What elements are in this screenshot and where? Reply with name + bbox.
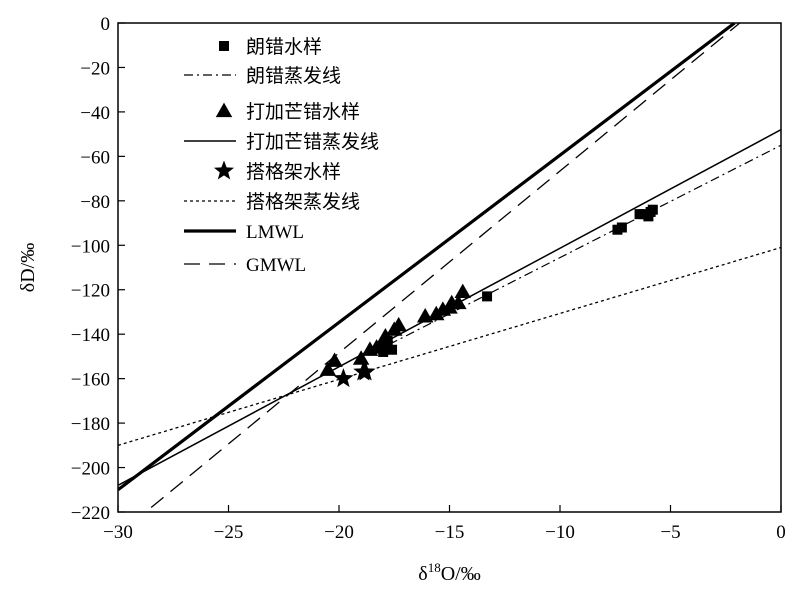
- legend-label: GMWL: [246, 255, 306, 276]
- legend-label: 搭格架水样: [246, 161, 341, 183]
- y-tick-label: −180: [71, 414, 110, 435]
- x-tick-label: −30: [103, 522, 133, 543]
- series-points-2: [319, 283, 472, 376]
- data-point: [390, 316, 407, 332]
- data-point: [326, 352, 343, 367]
- series-points-4: [333, 361, 376, 388]
- legend-item: 朗错蒸发线: [184, 65, 341, 87]
- data-point: [333, 368, 354, 388]
- legend-label: LMWL: [246, 222, 304, 243]
- legend-item: 打加芒错水样: [215, 101, 360, 123]
- y-axis: 0 −20 −40 −60 −80 −100 −120 −140 −160 −180 −200 −22…: [71, 14, 125, 524]
- data-point: [616, 222, 627, 233]
- plot-frame: [117, 22, 782, 513]
- series-line-7: [150, 23, 741, 509]
- y-tick-label: 0: [101, 14, 111, 35]
- x-axis-title: δ18O/‰: [418, 560, 480, 585]
- legend-item: 搭格架蒸发线: [184, 191, 360, 213]
- x-tick-label: −20: [324, 522, 354, 543]
- data-point: [352, 350, 370, 365]
- series-points-0: [378, 204, 658, 357]
- y-tick-label: −140: [71, 325, 110, 346]
- series-line-5: [118, 246, 781, 446]
- y-tick-label: −160: [71, 370, 110, 391]
- legend-marker-swatch: [213, 160, 235, 180]
- data-point: [355, 361, 376, 381]
- legend-marker-swatch: [219, 41, 229, 51]
- y-axis-title: δD/‰: [17, 243, 39, 292]
- legend-label: 朗错水样: [246, 36, 322, 58]
- y-tick-label: −60: [80, 147, 110, 168]
- legend-item: 打加芒错蒸发线: [184, 131, 379, 153]
- y-tick-label: −220: [71, 503, 110, 524]
- x-tick-label: −5: [660, 522, 680, 543]
- data-point: [454, 283, 472, 299]
- legend-label: 打加芒错水样: [246, 101, 360, 123]
- legend-item: 搭格架水样: [213, 160, 341, 183]
- y-tick-label: −20: [80, 58, 110, 79]
- data-point: [377, 328, 394, 343]
- legend-item: 朗错水样: [219, 36, 322, 58]
- legend-marker-swatch: [215, 102, 233, 118]
- y-tick-label: −100: [71, 236, 110, 257]
- x-tick-label: −25: [214, 522, 244, 543]
- series-points: [319, 204, 658, 388]
- y-tick-label: −80: [80, 192, 110, 213]
- data-point: [482, 291, 493, 302]
- data-point: [450, 294, 467, 310]
- data-point: [319, 361, 337, 376]
- data-point: [647, 204, 658, 215]
- y-tick-label: −120: [71, 281, 110, 302]
- x-tick-label: 0: [776, 522, 786, 543]
- x-tick-label: −15: [435, 522, 465, 543]
- x-axis: −30 −25 −20 −15 −10 −5 0: [103, 505, 786, 543]
- y-tick-label: −40: [80, 103, 110, 124]
- legend-item: LMWL: [184, 222, 304, 243]
- x-tick-label: −10: [545, 522, 575, 543]
- series-lines: [118, 23, 781, 509]
- data-point: [387, 344, 398, 355]
- legend-label: 搭格架蒸发线: [246, 191, 360, 213]
- y-tick-label: −200: [71, 459, 110, 480]
- legend-item: GMWL: [184, 255, 306, 276]
- legend-label: 朗错蒸发线: [246, 65, 341, 87]
- series-line-6: [118, 23, 736, 492]
- legend-label: 打加芒错蒸发线: [246, 131, 379, 153]
